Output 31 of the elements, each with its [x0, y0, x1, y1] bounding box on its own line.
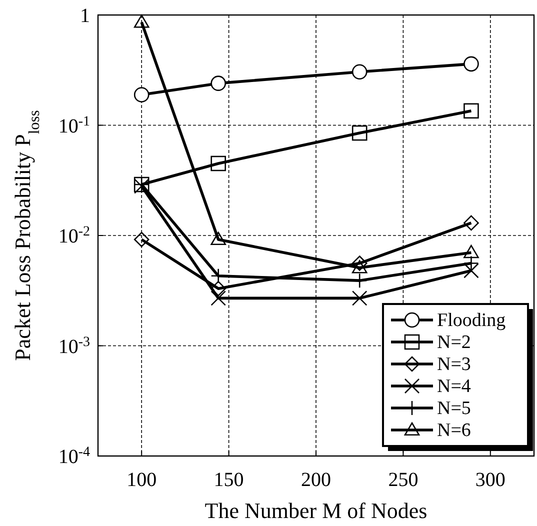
y-tick-label: 1 — [80, 5, 90, 27]
y-tick-label: 10$^{-2}$ — [58, 224, 90, 248]
point — [134, 232, 150, 248]
legend-label: Flooding — [437, 310, 506, 331]
point — [464, 103, 479, 119]
point — [464, 215, 479, 231]
point — [464, 244, 479, 258]
point — [134, 14, 150, 28]
y-tick-label: 10$^{-3}$ — [58, 334, 90, 358]
x-tick-label: 200 — [301, 469, 331, 491]
y-tick-label: 10$^{-1}$ — [58, 114, 90, 138]
point — [352, 125, 368, 141]
legend-label: N=4 — [437, 376, 472, 397]
x-tick-label: 150 — [214, 469, 244, 491]
point — [134, 87, 150, 102]
legend-label: N=5 — [437, 398, 471, 419]
point — [352, 260, 368, 274]
point — [210, 76, 226, 91]
legend-label: N=6 — [437, 420, 471, 441]
point — [352, 290, 368, 306]
y-tick-label: 10$^{-4}$ — [58, 444, 90, 468]
point — [352, 64, 368, 80]
x-tick-label: 300 — [475, 469, 506, 491]
point — [210, 232, 226, 246]
legend-label: N=2 — [437, 332, 471, 353]
point — [210, 156, 226, 172]
x-tick-label: 250 — [388, 469, 418, 491]
x-tick-label: 100 — [126, 469, 157, 491]
legend-label: N=3 — [437, 354, 471, 375]
point — [464, 56, 479, 72]
x-axis-title: The Number M of Nodes — [204, 498, 428, 523]
